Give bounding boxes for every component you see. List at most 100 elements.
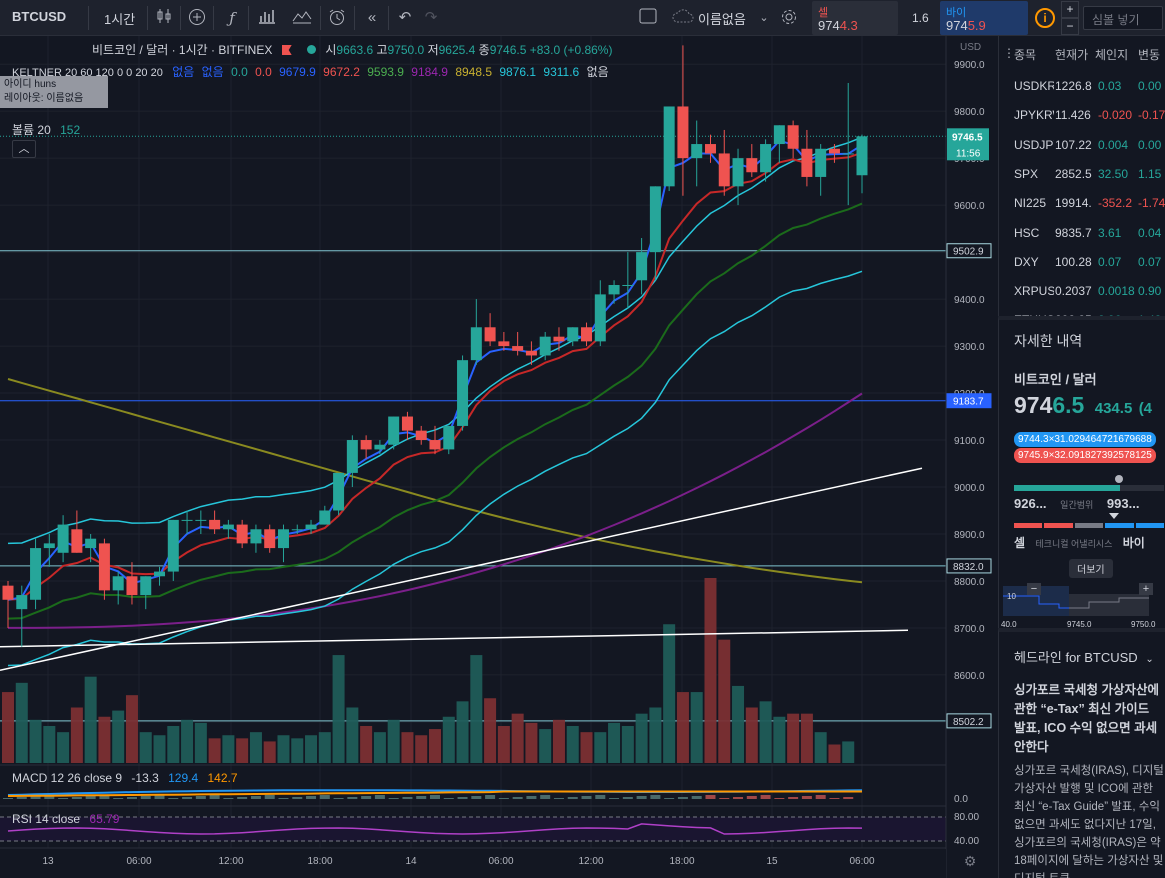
sell-button[interactable]: 셀 9744.3 [812, 1, 898, 35]
candle-body [195, 519, 207, 521]
settings-gear-icon[interactable] [779, 8, 799, 28]
symbol-input[interactable]: 심볼 넣기 [1083, 6, 1163, 30]
macd-hist-bar [3, 798, 13, 799]
volume-bar [387, 719, 400, 763]
volume-bar [484, 698, 497, 763]
watchlist-header-change[interactable]: 체인지 [1095, 48, 1129, 62]
top-toolbar: BTCUSD 1시간 ƒ « ↶ ↷ 이름없음 ⌄ 셀 9744.3 1.6 바… [0, 0, 1165, 36]
financials-icon[interactable] [257, 8, 277, 28]
candle-body [470, 327, 482, 361]
collapse-legend-button[interactable]: ︿ [12, 140, 36, 158]
candle-body [457, 360, 469, 426]
legend-change: +83.0 (+0.86%) [529, 43, 613, 57]
depth-ask-area [1069, 594, 1149, 616]
macd-hist-bar [195, 796, 206, 799]
news-title[interactable]: 헤드라인 for BTCUSD ⌄ [1014, 650, 1154, 665]
info-icon[interactable]: i [1035, 8, 1055, 28]
user-tooltip: 아이디 huns 레이아웃: 이름없음 [0, 76, 108, 108]
candle-body [594, 294, 606, 342]
time-tick-label: 15 [766, 856, 778, 867]
svg-text:+: + [1143, 583, 1149, 595]
watchlist-header-last[interactable]: 현재가 [1055, 48, 1089, 62]
macd-hist-bar [402, 797, 413, 799]
templates-icon[interactable] [292, 8, 312, 28]
volume-bar [249, 732, 262, 763]
volume-bar [194, 722, 207, 763]
candle-style-icon[interactable] [154, 8, 174, 28]
watchlist-change: 32.50 [1098, 166, 1129, 181]
watchlist-row[interactable]: DXY 100.28 0.07 0.07 [999, 248, 1165, 277]
interval-button[interactable]: 1시간 [104, 12, 136, 27]
grid-lines [0, 36, 946, 848]
volume-bar [828, 744, 841, 763]
qty-minus-button[interactable]: − [1061, 18, 1079, 35]
candle-body [732, 158, 744, 187]
macd-hist-bar [443, 798, 454, 799]
bid-chip: 9744.3×31.029464721679688 [1014, 432, 1156, 447]
macd-hist-bar [691, 796, 702, 799]
watchlist-symbol: USDKRW [1014, 79, 1054, 93]
fullscreen-toggle-icon[interactable] [638, 8, 658, 28]
chevron-down-icon[interactable]: ⌄ [759, 12, 769, 24]
price-tick-label: 9000.0 [954, 483, 985, 494]
candle-body [43, 543, 55, 549]
watchlist-row[interactable]: JPYKRW11.426 -0.020 -0.17 [999, 101, 1165, 130]
price-tick-label: 8700.0 [954, 624, 985, 635]
more-button[interactable]: 더보기 [1069, 559, 1113, 578]
redo-icon[interactable]: ↷ [424, 9, 438, 26]
watchlist-row[interactable]: USDKRW1226.8 0.03 0.00 [999, 72, 1165, 101]
volume-bar [511, 713, 524, 763]
time-tick-label: 06:00 [849, 856, 874, 867]
chart-pane[interactable]: USD9900.09800.09700.09600.09500.09400.09… [0, 36, 997, 878]
qty-plus-button[interactable]: + [1061, 1, 1079, 18]
macd-hist-bar [140, 796, 151, 799]
tech-labels: 셀 테크니컬 어낼리시스 바이 [1014, 536, 1145, 550]
watchlist-symbol: JPYKRW [1014, 108, 1054, 123]
volume-bar [690, 692, 703, 763]
candle-body [636, 252, 648, 281]
layout-name-button[interactable]: 이름없음 [698, 12, 746, 27]
time-axis[interactable]: 13 06:00 12:00 18:00 14 06:00 12:00 18:00 15 06:0… [0, 849, 976, 878]
level-price-tag [946, 243, 992, 259]
watchlist-header-more-icon[interactable]: ⋮ [1003, 46, 1015, 60]
macd-hist-bar [512, 797, 523, 799]
undo-icon[interactable]: ↶ [398, 9, 412, 26]
macd-hist-bar [471, 796, 482, 799]
volume-legend: 볼륨 20 152 [12, 123, 81, 137]
detail-change: 434.5 [1094, 400, 1133, 417]
watchlist-row[interactable]: NI225 19914. -352.2 -1.74 [999, 189, 1165, 218]
watchlist-row[interactable]: ETHUSD202.85 2.96 1.48 [999, 306, 1165, 316]
candles[interactable] [2, 45, 868, 647]
macd-hist-bar [126, 797, 137, 799]
price-chart[interactable]: USD9900.09800.09700.09600.09500.09400.09… [0, 36, 997, 878]
legend-open: 9663.6 [336, 43, 374, 57]
macd-hist-bar [306, 796, 317, 799]
macd-hist-bar [540, 795, 551, 799]
watchlist-header-symbol[interactable]: 종목 [1014, 48, 1037, 62]
alert-clock-icon[interactable] [327, 8, 347, 28]
watchlist-symbol: XRPUSD [1014, 284, 1054, 299]
watchlist-pct: 1.48 [1138, 313, 1161, 316]
indicators-fx-icon[interactable]: ƒ [229, 9, 235, 27]
macd-hist-bar [760, 795, 771, 799]
news-headline[interactable]: 싱가포르 국세청 가상자산에 관한 “e-Tax” 최신 가이드 발표, ICO… [1014, 683, 1159, 754]
price-axis[interactable]: USD9900.09800.09700.09600.09500.09400.09… [945, 36, 997, 878]
volume-bar [167, 726, 180, 763]
macd-hist-bar [361, 796, 372, 799]
cloud-save-icon[interactable] [672, 8, 694, 28]
watchlist-row[interactable]: HSC 9835.7 3.61 0.04 [999, 219, 1165, 248]
candle-body [443, 425, 455, 450]
watchlist-header-pct[interactable]: 변동 [1138, 48, 1161, 62]
depth-tick-label: 10 [1007, 592, 1016, 601]
symbol-search[interactable]: BTCUSD [12, 9, 67, 24]
volume-bar [29, 719, 42, 763]
buy-button[interactable]: 바이 9745.9 [940, 1, 1028, 35]
axis-settings-gear-icon[interactable]: ⚙ [964, 853, 977, 869]
macd-hist-bar [581, 796, 592, 799]
watchlist-row[interactable]: SPX 2852.5 32.50 1.15 [999, 160, 1165, 189]
replay-rewind-icon[interactable]: « [367, 9, 377, 26]
tech-gauge [1014, 523, 1165, 528]
watchlist-row[interactable]: USDJPY107.22 0.004 0.00 [999, 131, 1165, 160]
compare-add-icon[interactable] [187, 8, 207, 28]
